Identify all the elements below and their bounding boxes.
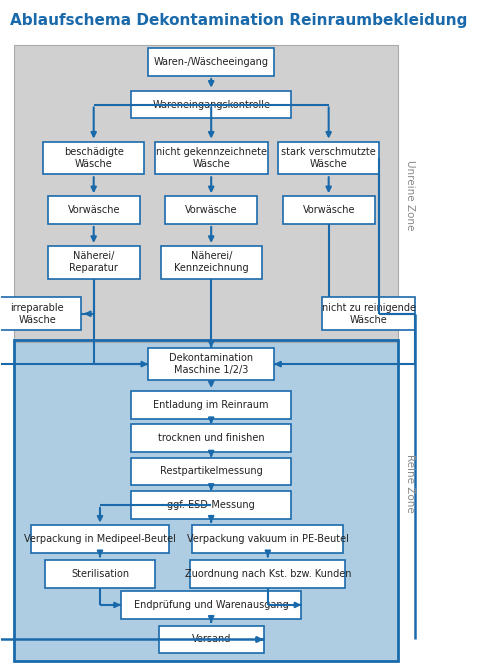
Bar	[48, 196, 140, 224]
Text: Verpackung vakuum in PE-Beutel: Verpackung vakuum in PE-Beutel	[187, 535, 349, 545]
Bar	[14, 340, 398, 661]
Text: nicht zu reinigende
Wäsche: nicht zu reinigende Wäsche	[322, 303, 416, 324]
Bar	[46, 560, 154, 588]
Text: Näherei/
Reparatur: Näherei/ Reparatur	[70, 251, 118, 273]
Bar	[44, 141, 144, 174]
Text: trocknen und finishen: trocknen und finishen	[158, 433, 264, 443]
Text: Endprüfung und Warenausgang: Endprüfung und Warenausgang	[134, 600, 288, 610]
Bar	[132, 458, 291, 486]
Bar	[31, 525, 169, 553]
Text: Vorwäsche: Vorwäsche	[185, 205, 238, 215]
Bar	[154, 141, 268, 174]
Bar	[132, 90, 291, 119]
Bar	[148, 48, 274, 76]
Bar	[14, 340, 398, 661]
Text: Verpackung in Medipeel-Beutel: Verpackung in Medipeel-Beutel	[24, 535, 176, 545]
Bar	[148, 348, 274, 381]
Text: Näherei/
Kennzeichnung: Näherei/ Kennzeichnung	[174, 251, 248, 273]
Text: irreparable
Wäsche: irreparable Wäsche	[10, 303, 64, 324]
Bar	[190, 560, 346, 588]
Bar	[14, 45, 398, 342]
Text: Entladung im Reinraum: Entladung im Reinraum	[154, 400, 269, 410]
Text: nicht gekennzeichnete
Wäsche: nicht gekennzeichnete Wäsche	[156, 147, 266, 169]
Text: Unreine Zone: Unreine Zone	[404, 160, 414, 230]
Text: Wareneingangskontrolle: Wareneingangskontrolle	[152, 100, 270, 109]
Bar	[158, 626, 264, 653]
Bar	[161, 246, 262, 279]
Bar	[132, 391, 291, 419]
Bar	[132, 491, 291, 519]
Bar	[121, 591, 302, 619]
Bar	[0, 297, 81, 330]
Text: Vorwäsche: Vorwäsche	[68, 205, 120, 215]
Text: Waren-/Wäscheeingang: Waren-/Wäscheeingang	[154, 57, 268, 67]
Text: Restpartikelmessung: Restpartikelmessung	[160, 466, 262, 476]
Text: Dekontamination
Maschine 1/2/3: Dekontamination Maschine 1/2/3	[169, 353, 254, 375]
Bar	[192, 525, 344, 553]
Bar	[165, 196, 258, 224]
Text: Sterilisation: Sterilisation	[71, 569, 129, 579]
Text: Vorwäsche: Vorwäsche	[302, 205, 355, 215]
Text: beschädigte
Wäsche: beschädigte Wäsche	[64, 147, 124, 169]
Text: ggf. ESD-Messung: ggf. ESD-Messung	[168, 500, 255, 510]
Text: Zuordnung nach Kst. bzw. Kunden: Zuordnung nach Kst. bzw. Kunden	[184, 569, 351, 579]
Bar	[282, 196, 375, 224]
Text: Ablaufschema Dekontamination Reinraumbekleidung: Ablaufschema Dekontamination Reinraumbek…	[10, 13, 467, 28]
Bar	[14, 45, 398, 342]
Text: stark verschmutzte
Wäsche: stark verschmutzte Wäsche	[282, 147, 376, 169]
Bar	[132, 424, 291, 452]
Text: Reine Zone: Reine Zone	[404, 454, 414, 513]
Bar	[278, 141, 379, 174]
Text: Versand: Versand	[192, 634, 231, 645]
Bar	[48, 246, 140, 279]
Bar	[322, 297, 414, 330]
